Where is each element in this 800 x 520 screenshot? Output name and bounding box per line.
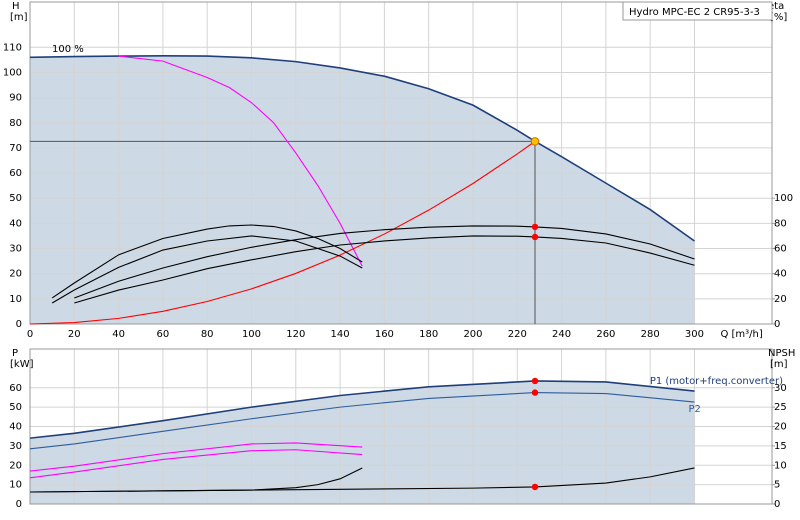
- curve: [29, 55, 695, 242]
- curve: [29, 467, 363, 493]
- curve: [29, 442, 363, 472]
- y2-axis-title: NPSH: [768, 348, 795, 359]
- x-tick-label: 140: [331, 329, 350, 340]
- y2-axis-title: eta: [768, 1, 784, 12]
- chart-1: 0 10 20 30 40 50 60 0 5 10 15 20 25 30 P[kW] NPSH[m] P1 …: [9, 348, 795, 510]
- y2-tick-label: 80: [774, 218, 787, 229]
- curve: [29, 380, 695, 439]
- y2-tick-label: 60: [774, 244, 787, 255]
- y-tick-label: 10: [9, 294, 22, 305]
- y2-tick-label: 20: [774, 294, 787, 305]
- y-tick-label: 20: [9, 269, 22, 280]
- y-tick-label: 40: [9, 422, 22, 433]
- y2-tick-label: 25: [774, 402, 787, 413]
- y-tick-label: 40: [9, 218, 22, 229]
- x-tick-label: 220: [508, 329, 527, 340]
- x-axis-label: Q [m³/h]: [720, 329, 762, 340]
- y-tick-label: 20: [9, 460, 22, 471]
- curve-label: P2: [688, 404, 700, 415]
- x-tick-label: 160: [375, 329, 394, 340]
- y-tick-label: 100: [3, 67, 22, 78]
- y2-tick-label: 100: [774, 193, 793, 204]
- y-axis-unit: [kW]: [10, 359, 34, 370]
- annotation: 100 %: [52, 44, 84, 55]
- x-tick-label: 40: [112, 329, 125, 340]
- x-tick-label: 120: [286, 329, 305, 340]
- y-tick-label: 60: [9, 168, 22, 179]
- curve: [29, 449, 363, 479]
- y-tick-label: 60: [9, 383, 22, 394]
- duty-point: [531, 483, 539, 491]
- duty-point: [531, 377, 539, 385]
- y-axis-title: H: [12, 1, 20, 12]
- curve: [118, 55, 363, 267]
- chart-title: Hydro MPC-EC 2 CR95-3-3: [629, 7, 760, 18]
- y-axis-unit: [m]: [10, 12, 28, 23]
- y2-tick-label: 20: [774, 422, 787, 433]
- plot-frame: [29, 1, 773, 325]
- y-tick-label: 70: [9, 143, 22, 154]
- y-tick-label: 50: [9, 193, 22, 204]
- y-tick-label: 90: [9, 93, 22, 104]
- x-tick-label: 300: [685, 329, 704, 340]
- x-tick-label: 180: [419, 329, 438, 340]
- y-tick-label: 0: [16, 319, 22, 330]
- operating-point: [530, 137, 540, 146]
- y-tick-label: 0: [16, 499, 22, 510]
- y-tick-label: 110: [3, 42, 22, 53]
- curve: [29, 140, 536, 325]
- chart-0: 0 20 40 60 80 100 120 140 160 180 200 220 240 260 280 3…: [3, 1, 793, 340]
- x-tick-label: 60: [157, 329, 170, 340]
- y2-tick-label: 15: [774, 441, 787, 452]
- x-tick-label: 240: [552, 329, 571, 340]
- x-tick-label: 20: [68, 329, 81, 340]
- curve: [51, 224, 363, 299]
- x-tick-label: 280: [641, 329, 660, 340]
- y-axis-title: P: [12, 348, 18, 359]
- x-tick-label: 0: [27, 329, 33, 340]
- x-tick-label: 260: [596, 329, 615, 340]
- y2-tick-label: 0: [774, 319, 780, 330]
- y-tick-label: 10: [9, 480, 22, 491]
- y-tick-label: 30: [9, 244, 22, 255]
- duty-point: [531, 233, 539, 241]
- title-box: [622, 1, 773, 21]
- y2-axis-unit: [m]: [770, 359, 788, 370]
- curve: [29, 392, 695, 450]
- y2-axis-unit: [%]: [770, 12, 787, 23]
- x-tick-label: 100: [242, 329, 261, 340]
- y2-tick-label: 0: [774, 499, 780, 510]
- x-tick-label: 200: [463, 329, 482, 340]
- y-tick-label: 50: [9, 402, 22, 413]
- curve: [74, 225, 695, 299]
- duty-point: [531, 389, 539, 396]
- curve: [74, 235, 695, 304]
- y2-tick-label: 40: [774, 269, 787, 280]
- x-tick-label: 80: [201, 329, 214, 340]
- operating-area: [30, 380, 695, 504]
- plot-frame: [29, 348, 773, 505]
- y2-tick-label: 5: [774, 480, 780, 491]
- curve-label: P1 (motor+freq.converter): [650, 376, 783, 387]
- y2-tick-label: 30: [774, 383, 787, 394]
- duty-point: [531, 223, 539, 231]
- y-tick-label: 80: [9, 118, 22, 129]
- y-tick-label: 30: [9, 441, 22, 452]
- curve: [51, 235, 363, 304]
- y2-tick-label: 10: [774, 460, 787, 471]
